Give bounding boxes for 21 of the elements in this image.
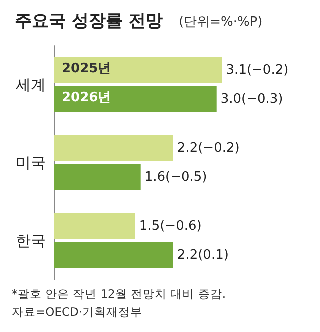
data-label: 2.2(0.1) [177, 248, 229, 264]
bar [54, 213, 136, 240]
bar [54, 135, 174, 162]
text: *괄호 안은 작년 12월 전망치 대비 증감. [12, 287, 226, 301]
bar [54, 57, 222, 84]
chart-title: 주요국 성장률 전망 [15, 12, 163, 32]
series-label: 2025년 [62, 61, 112, 76]
chart-subtitle: (단위=%·%P) [179, 15, 263, 30]
text: 자료=OECD·기획재정부 [12, 305, 142, 319]
bar [54, 164, 141, 191]
series-label: 2026년 [62, 90, 112, 106]
data-label: 2.2(−0.2) [177, 140, 240, 156]
bar [54, 242, 174, 269]
data-label: 1.5(−0.6) [139, 218, 202, 234]
data-label: 3.0(−0.3) [220, 92, 284, 108]
data-label: 1.6(−0.5) [144, 170, 208, 186]
bar [54, 86, 217, 113]
y-tick-label: 한국 [16, 232, 46, 250]
y-tick-label: 세계 [16, 76, 46, 94]
y-tick-label: 미국 [16, 154, 46, 172]
data-label: 3.1(−0.2) [226, 62, 289, 78]
